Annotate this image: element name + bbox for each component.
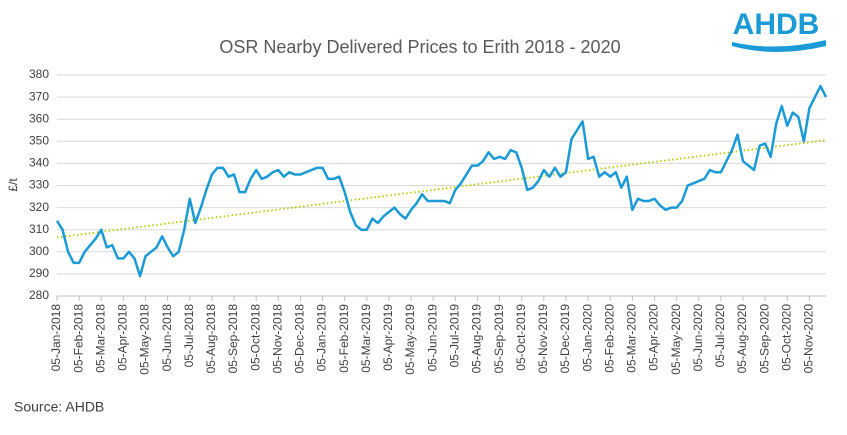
x-tick-label: 05-Feb-2019 xyxy=(337,304,351,373)
x-tick-label: 05-Oct-2020 xyxy=(779,304,793,371)
x-tick-label: 05-Aug-2019 xyxy=(470,304,484,374)
y-tick-label: 370 xyxy=(29,89,49,103)
x-tick-label: 05-Dec-2018 xyxy=(293,304,307,374)
source: Source: AHDB xyxy=(14,399,104,415)
y-tick-label: 310 xyxy=(29,222,49,236)
x-tick-label: 05-Oct-2019 xyxy=(514,304,528,371)
x-tick-label: 05-Jul-2019 xyxy=(448,304,462,368)
logo: AHDB xyxy=(733,8,820,41)
x-tick-label: 05-Jul-2018 xyxy=(182,304,196,368)
y-tick-label: 330 xyxy=(29,178,49,192)
x-tick-label: 05-Jan-2020 xyxy=(580,304,594,372)
x-tick-label: 05-Jun-2018 xyxy=(160,304,174,372)
chart-title: OSR Nearby Delivered Prices to Erith 201… xyxy=(219,37,620,57)
y-tick-label: 300 xyxy=(29,244,49,258)
x-tick-label: 05-Mar-2018 xyxy=(93,304,107,373)
x-tick-label: 05-May-2018 xyxy=(138,304,152,375)
x-tick-label: 05-Oct-2018 xyxy=(248,304,262,371)
y-tick-label: 290 xyxy=(29,266,49,280)
logo-swoosh xyxy=(732,40,826,52)
x-tick-label: 05-Aug-2020 xyxy=(735,304,749,374)
y-axis-label: £/t xyxy=(6,178,20,192)
x-tick-label: 05-Jan-2018 xyxy=(49,304,63,372)
trendline xyxy=(56,139,827,239)
x-tick-label: 05-Sep-2020 xyxy=(757,304,771,374)
x-tick-label: 05-May-2019 xyxy=(403,304,417,375)
x-tick-label: 05-Apr-2019 xyxy=(381,304,395,371)
x-tick-label: 05-Nov-2018 xyxy=(270,304,284,374)
x-tick-label: 05-Mar-2019 xyxy=(359,304,373,373)
x-tick-label: 05-Jun-2019 xyxy=(425,304,439,372)
y-tick-label: 340 xyxy=(29,156,49,170)
x-tick-label: 05-Aug-2018 xyxy=(204,304,218,374)
x-tick-label: 05-Feb-2018 xyxy=(71,304,85,373)
x-tick-label: 05-Sep-2018 xyxy=(226,304,240,374)
x-tick-label: 05-Apr-2018 xyxy=(116,304,130,371)
x-tick-label: 05-Jan-2019 xyxy=(315,304,329,372)
price-line xyxy=(55,84,828,278)
x-tick-label: 05-May-2020 xyxy=(669,304,683,375)
x-tick-label: 05-Jun-2020 xyxy=(691,304,705,372)
x-tick-label: 05-Jul-2020 xyxy=(713,304,727,368)
y-tick-label: 360 xyxy=(29,111,49,125)
x-tick-label: 05-Mar-2020 xyxy=(625,304,639,373)
y-tick-label: 350 xyxy=(29,133,49,147)
x-tick-label: 05-Nov-2020 xyxy=(802,304,816,374)
x-tick-label: 05-Feb-2020 xyxy=(602,304,616,373)
y-tick-label: 380 xyxy=(29,67,49,81)
x-tick-label: 05-Dec-2019 xyxy=(558,304,572,374)
y-tick-label: 280 xyxy=(29,288,49,302)
x-tick-label: 05-Nov-2019 xyxy=(536,304,550,374)
y-tick-label: 320 xyxy=(29,200,49,214)
x-tick-label: 05-Sep-2019 xyxy=(492,304,506,374)
x-tick-label: 05-Apr-2020 xyxy=(647,304,661,371)
